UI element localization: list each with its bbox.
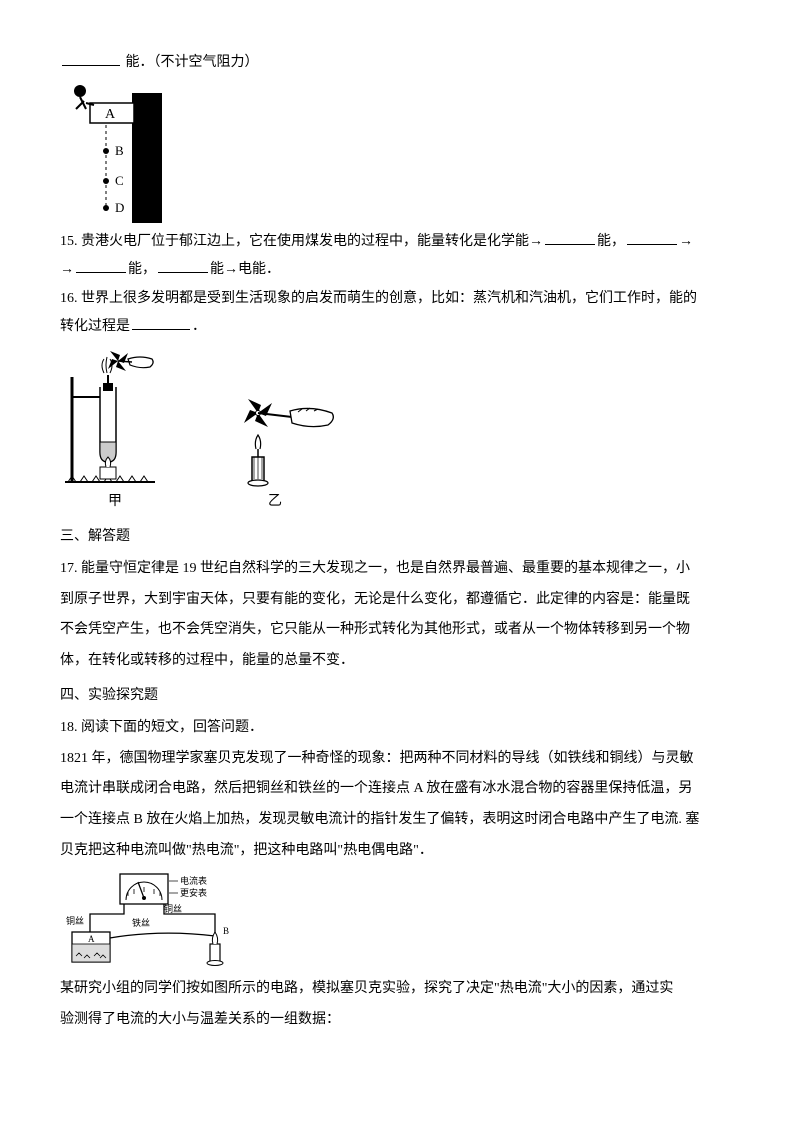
q15-mid4: 能→电能． [210,262,280,277]
q15-mid1: 能， [597,234,625,249]
q14-suffix: 能．（不计空气阻力） [126,55,259,70]
fig16-caption-left: 甲 [60,489,170,516]
q15-prefix: 15. 贵港火电厂位于郁江边上，它在使用煤发电的过程中，能量转化是化学能→ [60,234,543,249]
q18-p5: 某研究小组的同学们按如图所示的电路，模拟塞贝克实验，探究了决定"热电流"大小的因… [60,976,740,1003]
blank-q16[interactable] [132,316,190,330]
q16-line2: 转化过程是 ． [60,314,740,341]
blank-q15-4[interactable] [158,259,208,273]
q18-p1: 1821 年，德国物理学家塞贝克发现了一种奇怪的现象：把两种不同材料的导线（如铁… [60,746,740,773]
fig18-meter1: 电流表 [180,875,207,886]
fig18-pointA: A [88,934,95,944]
fig16-left: 甲 [60,347,170,516]
q15-line: 15. 贵港火电厂位于郁江边上，它在使用煤发电的过程中，能量转化是化学能→ 能， → [60,229,740,256]
fig16-diagram: 甲 乙 [60,347,740,516]
fig18-meter2: 更安表 [180,887,207,898]
q15-line2: → 能， 能→电能． [60,257,740,284]
fig18-diagram: 电流表 更安表 A B 铜丝 铁丝 铜丝 [60,870,740,970]
blank-q15-1[interactable] [545,231,595,245]
fig14-label-c: C [115,173,124,188]
blank-q14[interactable] [62,52,120,66]
fig16-right: 乙 [210,387,340,516]
fig14-svg: A B C D [60,83,170,223]
blank-q15-3[interactable] [76,259,126,273]
fig18-wire1: 铜丝 [66,915,84,926]
q16-line2-prefix: 转化过程是 [60,319,130,334]
fig14-diagram: A B C D [60,83,740,223]
q18-p3: 一个连接点 B 放在火焰上加热，发现灵敏电流计的指针发生了偏转，表明这时闭合电路… [60,807,740,834]
q16-line1: 16. 世界上很多发明都是受到生活现象的启发而萌生的创意，比如：蒸汽机和汽油机，… [60,286,740,313]
fig18-wire2: 铁丝 [132,917,150,928]
section3-title: 三、解答题 [60,524,740,551]
q18-intro: 18. 阅读下面的短文，回答问题． [60,715,740,742]
fig18-wire3: 铜丝 [164,903,182,914]
section4-title: 四、实验探究题 [60,683,740,710]
q15-arrow: → [60,262,74,277]
blank-q15-2[interactable] [627,231,677,245]
fig14-label-b: B [115,143,124,158]
q16-line2-suffix: ． [192,319,206,334]
q18-p2: 电流计串联成闭合电路，然后把铜丝和铁丝的一个连接点 A 放在盛有冰水混合物的容器… [60,776,740,803]
q18-p6: 验测得了电流的大小与温差关系的一组数据： [60,1007,740,1034]
q17-t3: 不会凭空产生，也不会凭空消失，它只能从一种形式转化为其他形式，或者从一个物体转移… [60,617,740,644]
fig14-label-a: A [105,107,116,122]
q17-t1: 17. 能量守恒定律是 19 世纪自然科学的三大发现之一，也是自然界最普遍、最重… [60,556,740,583]
q17-t4: 体，在转化或转移的过程中，能量的总量不变． [60,648,740,675]
fig18-pointB: B [223,926,229,936]
q17-t2: 到原子世界，大到宇宙天体，只要有能的变化，无论是什么变化，都遵循它．此定律的内容… [60,587,740,614]
q15-mid3: 能， [128,262,156,277]
q15-mid2: → [679,234,693,249]
q18-p4: 贝克把这种电流叫做"热电流"，把这种电路叫"热电偶电路"． [60,838,740,865]
fig16-caption-right: 乙 [210,489,340,516]
fig14-label-d: D [115,200,124,215]
q14-tail-line: 能．（不计空气阻力） [60,50,740,77]
